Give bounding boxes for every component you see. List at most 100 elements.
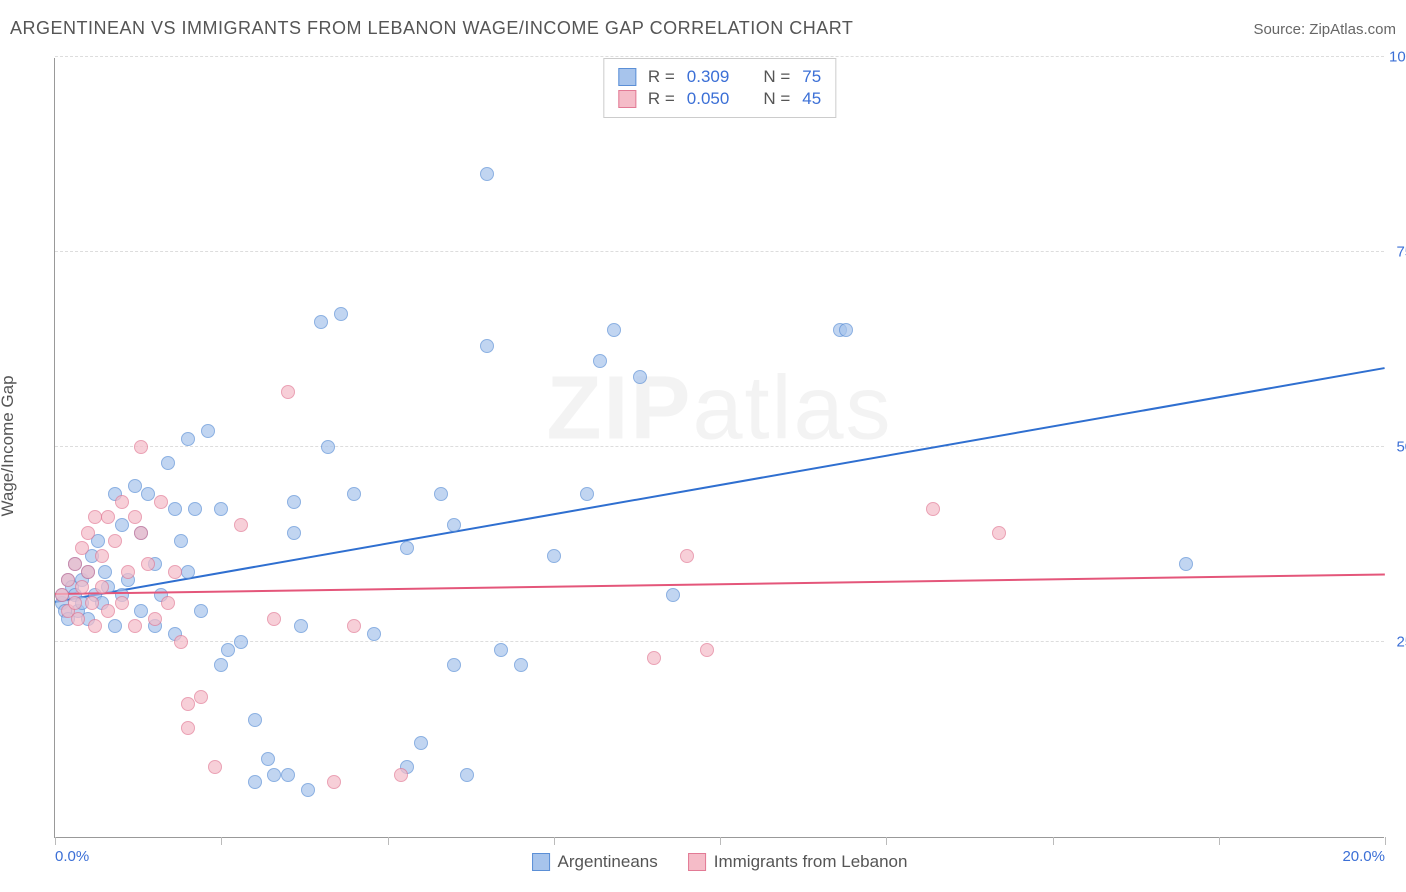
data-point [108, 619, 122, 633]
data-point [141, 487, 155, 501]
data-point [314, 315, 328, 329]
data-point [633, 370, 647, 384]
data-point [208, 760, 222, 774]
legend-n-label: N = [763, 67, 790, 87]
legend-n-value: 45 [802, 89, 821, 109]
data-point [400, 541, 414, 555]
data-point [248, 775, 262, 789]
x-tick-label: 20.0% [1342, 848, 1385, 865]
gridline [55, 251, 1384, 252]
data-point [201, 424, 215, 438]
data-point [168, 502, 182, 516]
data-point [68, 596, 82, 610]
data-point [194, 604, 208, 618]
legend-item: Argentineans [532, 852, 658, 872]
legend-label: Immigrants from Lebanon [714, 852, 908, 872]
x-tick [55, 837, 56, 845]
data-point [68, 557, 82, 571]
x-tick-label: 0.0% [55, 848, 89, 865]
gridline [55, 56, 1384, 57]
data-point [141, 557, 155, 571]
data-point [460, 768, 474, 782]
data-point [115, 495, 129, 509]
legend-correlation-box: R = 0.309 N = 75R = 0.050 N = 45 [603, 58, 836, 118]
data-point [154, 495, 168, 509]
data-point [301, 783, 315, 797]
legend-label: Argentineans [558, 852, 658, 872]
data-point [321, 440, 335, 454]
data-point [494, 643, 508, 657]
data-point [188, 502, 202, 516]
legend-r-value: 0.050 [687, 89, 730, 109]
data-point [267, 612, 281, 626]
legend-n-value: 75 [802, 67, 821, 87]
data-point [414, 736, 428, 750]
legend-row: R = 0.309 N = 75 [618, 67, 821, 87]
data-point [234, 518, 248, 532]
data-point [580, 487, 594, 501]
data-point [55, 588, 69, 602]
data-point [134, 604, 148, 618]
data-point [593, 354, 607, 368]
data-point [514, 658, 528, 672]
data-point [85, 596, 99, 610]
source-label: Source: ZipAtlas.com [1253, 21, 1396, 38]
data-point [101, 604, 115, 618]
x-tick [554, 837, 555, 845]
data-point [108, 534, 122, 548]
data-point [839, 323, 853, 337]
data-point [480, 339, 494, 353]
x-tick [388, 837, 389, 845]
data-point [434, 487, 448, 501]
data-point [95, 549, 109, 563]
data-point [666, 588, 680, 602]
data-point [281, 385, 295, 399]
data-point [347, 487, 361, 501]
gridline [55, 641, 1384, 642]
y-tick-label: 25.0% [1389, 634, 1406, 651]
data-point [121, 565, 135, 579]
legend-item: Immigrants from Lebanon [688, 852, 908, 872]
data-point [214, 502, 228, 516]
data-point [234, 635, 248, 649]
data-point [926, 502, 940, 516]
data-point [134, 440, 148, 454]
data-point [480, 167, 494, 181]
data-point [221, 643, 235, 657]
data-point [98, 565, 112, 579]
x-tick [886, 837, 887, 845]
data-point [168, 565, 182, 579]
data-point [161, 596, 175, 610]
data-point [81, 526, 95, 540]
data-point [447, 518, 461, 532]
data-point [128, 619, 142, 633]
data-point [248, 713, 262, 727]
data-point [680, 549, 694, 563]
data-point [161, 456, 175, 470]
data-point [71, 612, 85, 626]
data-point [174, 534, 188, 548]
data-point [347, 619, 361, 633]
data-point [992, 526, 1006, 540]
data-point [547, 549, 561, 563]
data-point [700, 643, 714, 657]
data-point [88, 510, 102, 524]
legend-r-value: 0.309 [687, 67, 730, 87]
legend-r-label: R = [648, 89, 675, 109]
data-point [115, 596, 129, 610]
data-point [148, 612, 162, 626]
data-point [95, 580, 109, 594]
data-point [181, 697, 195, 711]
x-tick [1385, 837, 1386, 845]
watermark: ZIPatlas [546, 357, 892, 460]
legend-r-label: R = [648, 67, 675, 87]
x-tick [720, 837, 721, 845]
gridline [55, 446, 1384, 447]
scatter-plot: ZIPatlas R =0.309N =75R =0.050N =45 Arge… [54, 58, 1384, 838]
data-point [214, 658, 228, 672]
data-point [447, 658, 461, 672]
data-point [115, 518, 129, 532]
data-point [294, 619, 308, 633]
chart-title: ARGENTINEAN VS IMMIGRANTS FROM LEBANON W… [10, 18, 853, 39]
data-point [101, 510, 115, 524]
